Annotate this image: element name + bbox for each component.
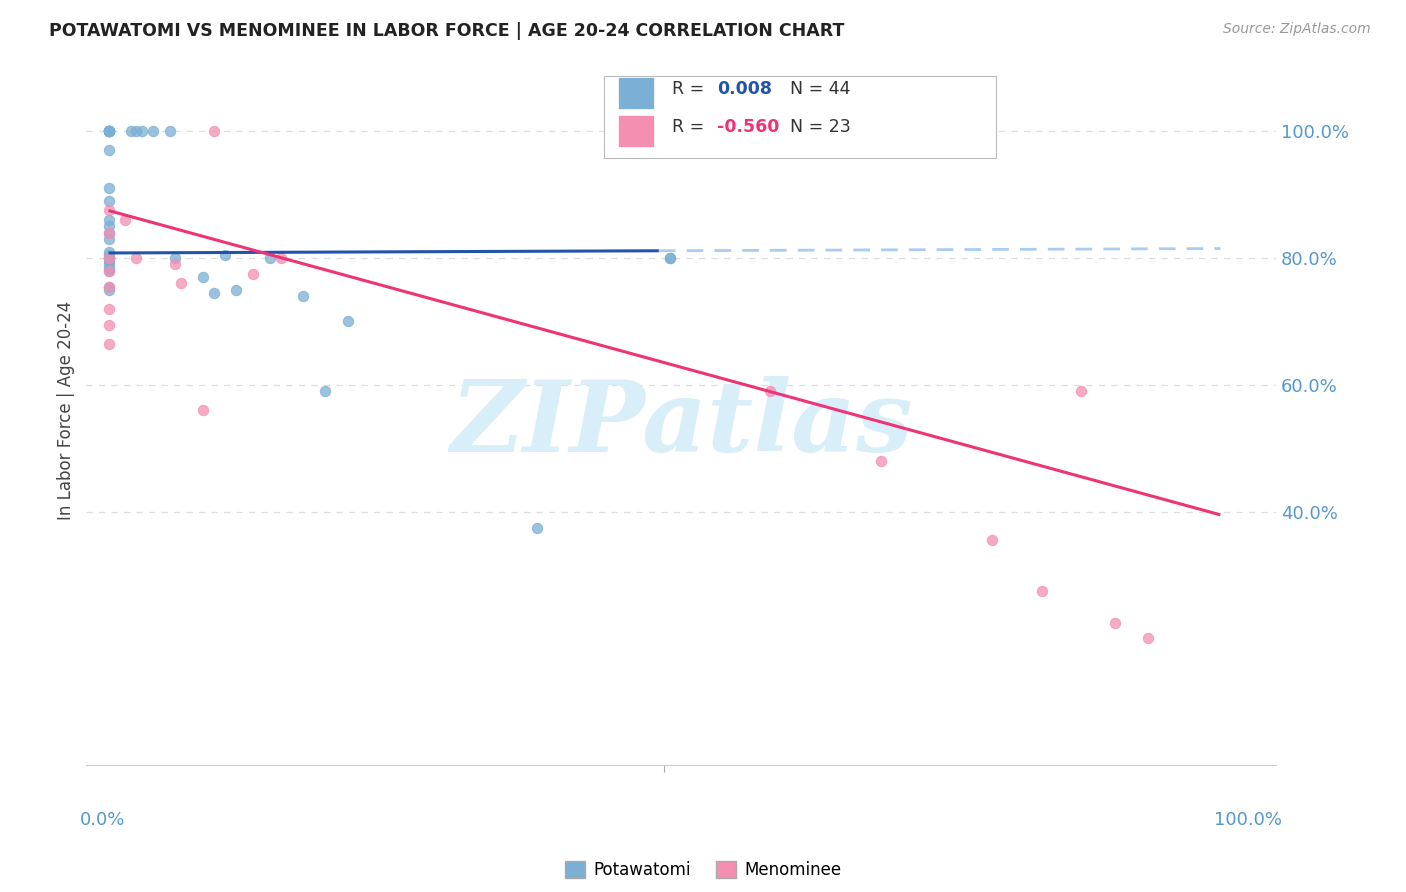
Text: POTAWATOMI VS MENOMINEE IN LABOR FORCE | AGE 20-24 CORRELATION CHART: POTAWATOMI VS MENOMINEE IN LABOR FORCE |… [49, 22, 845, 40]
Point [97, 181, 120, 195]
Text: 100.0%: 100.0% [1213, 812, 1282, 830]
Point [870, 454, 893, 468]
Point [659, 251, 682, 265]
Point [97, 254, 120, 268]
Point [97, 251, 120, 265]
Point [125, 251, 148, 265]
Point [120, 124, 142, 138]
Text: N = 23: N = 23 [779, 119, 851, 136]
Point [1031, 583, 1053, 598]
Point [170, 277, 193, 291]
Point [97, 336, 120, 351]
Point [97, 279, 120, 293]
Point [292, 289, 315, 303]
Point [242, 267, 264, 281]
Text: R =: R = [672, 80, 714, 98]
Point [125, 124, 148, 138]
Point [114, 213, 136, 227]
Point [981, 533, 1004, 548]
Point [97, 194, 120, 208]
Point [191, 403, 214, 417]
Point [97, 232, 120, 246]
Point [270, 251, 292, 265]
Point [97, 301, 120, 316]
Point [97, 244, 120, 259]
Point [97, 260, 120, 275]
Text: Source: ZipAtlas.com: Source: ZipAtlas.com [1223, 22, 1371, 37]
Point [97, 124, 120, 138]
Point [659, 124, 682, 138]
Point [97, 213, 120, 227]
Point [225, 283, 247, 297]
Point [97, 124, 120, 138]
Point [97, 203, 120, 218]
Point [191, 270, 214, 285]
Point [97, 251, 120, 265]
Point [97, 124, 120, 138]
Point [97, 283, 120, 297]
Point [97, 219, 120, 234]
Point [314, 384, 336, 399]
Point [259, 251, 281, 265]
FancyBboxPatch shape [619, 77, 654, 109]
Y-axis label: In Labor Force | Age 20-24: In Labor Force | Age 20-24 [58, 301, 75, 520]
Point [202, 124, 225, 138]
Text: ZIPatlas: ZIPatlas [450, 376, 912, 473]
Text: -0.560: -0.560 [717, 119, 779, 136]
Text: 0.008: 0.008 [717, 80, 772, 98]
Point [336, 314, 359, 328]
Point [97, 264, 120, 278]
Point [165, 257, 187, 271]
Point [1104, 615, 1126, 630]
Point [97, 124, 120, 138]
Point [97, 279, 120, 293]
Point [759, 384, 782, 399]
Point [214, 248, 236, 262]
Point [1070, 384, 1092, 399]
Point [131, 124, 153, 138]
Point [97, 143, 120, 157]
Point [97, 124, 120, 138]
Point [97, 264, 120, 278]
Point [97, 226, 120, 240]
Point [97, 251, 120, 265]
Point [202, 285, 225, 300]
Point [648, 124, 671, 138]
Point [97, 124, 120, 138]
Point [97, 248, 120, 262]
Text: 0.0%: 0.0% [80, 812, 125, 830]
Point [142, 124, 165, 138]
Point [165, 251, 187, 265]
Text: R =: R = [672, 119, 714, 136]
Legend: Potawatomi, Menominee: Potawatomi, Menominee [565, 861, 841, 880]
FancyBboxPatch shape [603, 77, 997, 158]
Point [159, 124, 181, 138]
Point [97, 124, 120, 138]
Point [97, 251, 120, 265]
Point [526, 520, 548, 534]
Point [97, 226, 120, 240]
FancyBboxPatch shape [619, 115, 654, 147]
Text: N = 44: N = 44 [779, 80, 851, 98]
Point [97, 257, 120, 271]
Point [97, 318, 120, 332]
Point [659, 251, 682, 265]
Point [1137, 632, 1160, 646]
